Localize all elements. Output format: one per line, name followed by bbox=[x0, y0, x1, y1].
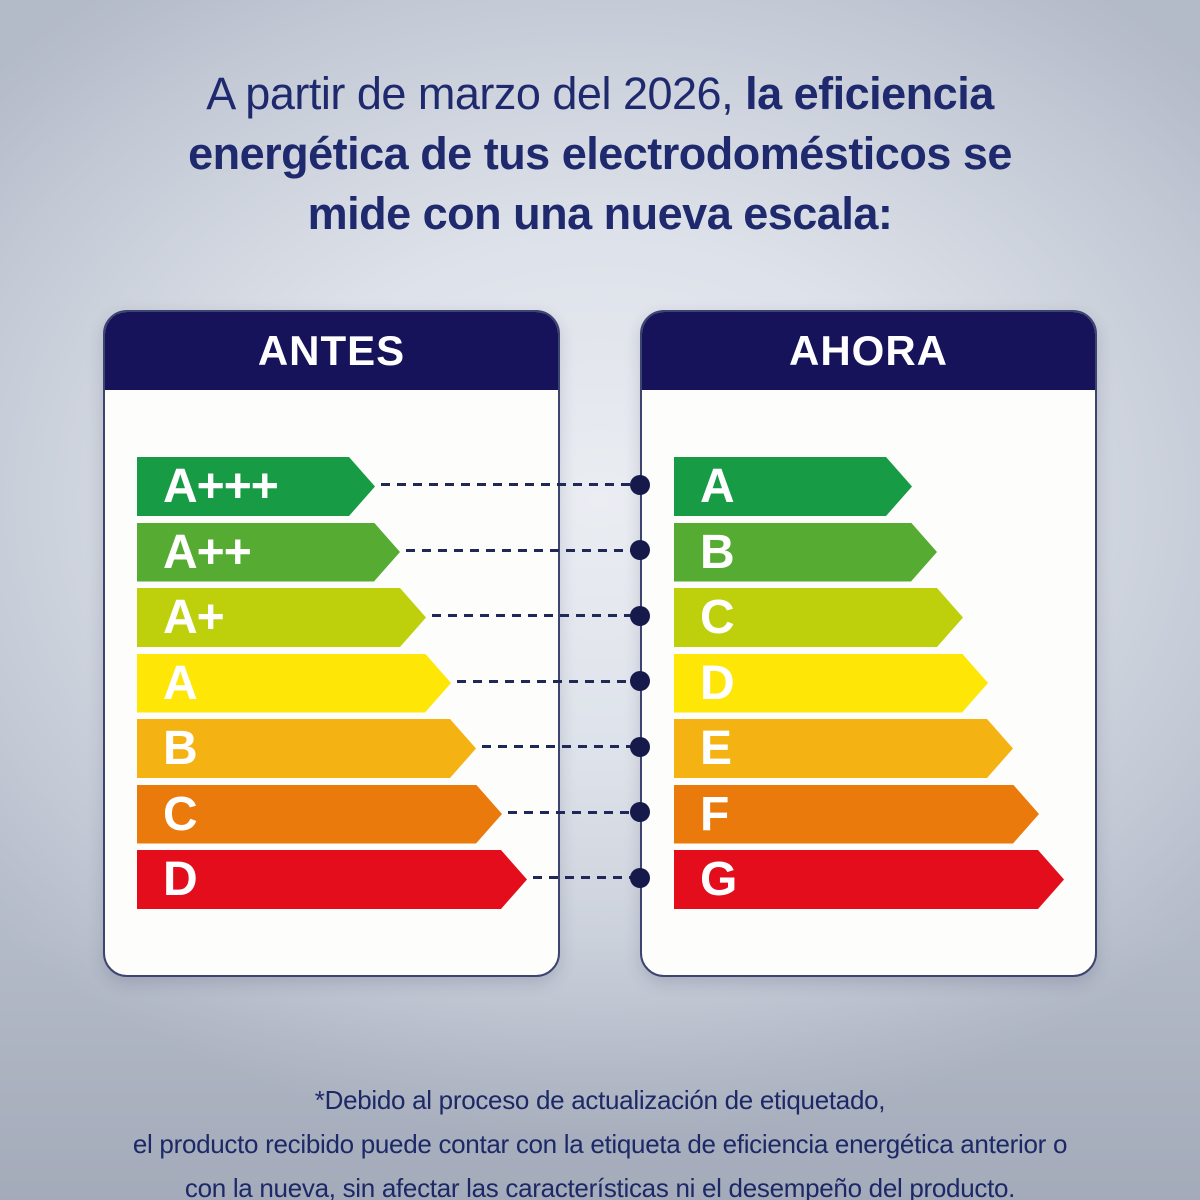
connector-line-b-to-e bbox=[482, 745, 633, 748]
energy-arrow-label: E bbox=[700, 722, 732, 775]
footer-line2: el producto recibido puede contar con la… bbox=[132, 1129, 1068, 1159]
energy-arrow-label: B bbox=[163, 722, 197, 775]
energy-arrow-label: A+++ bbox=[163, 460, 278, 513]
ahora-card-title: AHORA bbox=[789, 327, 948, 374]
connector-line-d-to-g bbox=[533, 876, 633, 879]
footer-disclaimer: *Debido al proceso de actualización de e… bbox=[40, 1078, 1160, 1200]
energy-arrow-ahora-e: E bbox=[674, 719, 1013, 778]
energy-arrow-label: C bbox=[700, 591, 734, 644]
connector-dot-b bbox=[630, 540, 650, 560]
antes-card-title: ANTES bbox=[257, 327, 406, 374]
energy-arrow-antes-a: A bbox=[137, 654, 451, 713]
connector-line-a+-to-c bbox=[432, 614, 633, 617]
title-line3: mide con una nueva escala: bbox=[307, 188, 893, 239]
energy-arrow-label: A bbox=[163, 656, 197, 710]
energy-arrow-ahora-c: C bbox=[674, 588, 963, 647]
energy-arrow-ahora-d: D bbox=[674, 654, 988, 713]
energy-arrow-antes-d: D bbox=[137, 850, 527, 909]
connector-line-a++-to-b bbox=[406, 548, 633, 552]
energy-arrow-antes-a+++: A+++ bbox=[137, 457, 375, 516]
ahora-card-header: AHORA bbox=[642, 312, 1095, 390]
energy-arrow-label: G bbox=[700, 853, 737, 906]
energy-arrow-label: C bbox=[163, 787, 197, 841]
energy-arrow-label: D bbox=[700, 656, 734, 710]
antes-card: ANTES A+++ A++ A+ A B C D bbox=[103, 310, 560, 977]
energy-arrow-antes-a++: A++ bbox=[137, 523, 400, 582]
energy-arrow-label: F bbox=[700, 787, 729, 841]
connector-line-a-to-d bbox=[457, 679, 633, 683]
energy-arrow-ahora-f: F bbox=[674, 785, 1039, 844]
connector-dot-f bbox=[630, 802, 650, 822]
connector-line-c-to-f bbox=[508, 810, 633, 814]
antes-arrow-list: A+++ A++ A+ A B C D bbox=[137, 457, 527, 909]
energy-arrow-label: A bbox=[700, 460, 734, 513]
energy-arrow-antes-a+: A+ bbox=[137, 588, 426, 647]
energy-arrow-antes-c: C bbox=[137, 785, 502, 844]
title-line2: energética de tus electrodomésticos se bbox=[188, 128, 1012, 179]
connector-dot-e bbox=[630, 736, 650, 757]
footer-line3: con la nueva, sin afectar las caracterís… bbox=[184, 1173, 1016, 1200]
connector-dot-g bbox=[630, 867, 650, 888]
connector-dot-c bbox=[630, 605, 650, 626]
energy-arrow-antes-b: B bbox=[137, 719, 476, 778]
energy-arrow-label: A+ bbox=[163, 591, 224, 644]
energy-arrow-ahora-g: G bbox=[674, 850, 1064, 909]
title-line1-regular: A partir de marzo del 2026, bbox=[206, 68, 746, 119]
connector-dot-a bbox=[630, 474, 650, 495]
connector-dot-d bbox=[630, 671, 650, 691]
footer-line1: *Debido al proceso de actualización de e… bbox=[314, 1085, 886, 1115]
energy-arrow-label: B bbox=[700, 525, 734, 579]
energy-arrow-label: D bbox=[163, 853, 197, 906]
energy-arrow-ahora-b: B bbox=[674, 523, 937, 582]
page-title: A partir de marzo del 2026, la eficienci… bbox=[60, 64, 1140, 244]
antes-card-header: ANTES bbox=[105, 312, 558, 390]
connector-line-a+++-to-a bbox=[381, 483, 633, 486]
title-line1-bold: la eficiencia bbox=[745, 68, 994, 119]
energy-arrow-ahora-a: A bbox=[674, 457, 912, 516]
energy-arrow-label: A++ bbox=[163, 525, 251, 579]
